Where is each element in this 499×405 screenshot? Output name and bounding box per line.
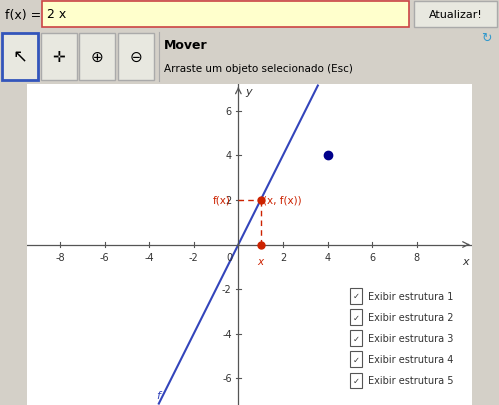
Bar <box>350 330 362 346</box>
Text: 4: 4 <box>324 253 330 263</box>
Text: ✓: ✓ <box>352 334 359 343</box>
Text: -2: -2 <box>222 284 232 294</box>
Text: 2: 2 <box>226 196 232 205</box>
FancyBboxPatch shape <box>118 34 154 81</box>
Text: 4: 4 <box>226 151 232 161</box>
Text: -8: -8 <box>55 253 65 263</box>
Text: ✓: ✓ <box>352 376 359 385</box>
Text: Exibir estrutura 1: Exibir estrutura 1 <box>368 291 453 301</box>
Text: 2: 2 <box>280 253 286 263</box>
Bar <box>350 352 362 367</box>
Text: -2: -2 <box>189 253 199 263</box>
Text: ⊖: ⊖ <box>129 50 142 65</box>
Text: f(x): f(x) <box>213 196 231 205</box>
Text: ↖: ↖ <box>13 48 28 66</box>
Text: f(x) =: f(x) = <box>5 9 45 21</box>
Text: -6: -6 <box>222 373 232 383</box>
Text: f: f <box>156 390 160 400</box>
FancyBboxPatch shape <box>42 2 409 28</box>
Text: ✓: ✓ <box>352 292 359 301</box>
Text: ✓: ✓ <box>352 313 359 322</box>
Text: x: x <box>463 256 469 266</box>
Text: ✛: ✛ <box>52 50 65 65</box>
FancyBboxPatch shape <box>41 34 77 81</box>
Text: 8: 8 <box>414 253 420 263</box>
Text: Exibir estrutura 4: Exibir estrutura 4 <box>368 354 453 364</box>
Text: -4: -4 <box>144 253 154 263</box>
FancyBboxPatch shape <box>79 34 115 81</box>
Text: Atualizar!: Atualizar! <box>429 10 483 20</box>
Text: ⊕: ⊕ <box>91 50 104 65</box>
Text: Exibir estrutura 5: Exibir estrutura 5 <box>368 375 453 386</box>
FancyBboxPatch shape <box>414 2 497 28</box>
FancyBboxPatch shape <box>2 34 38 81</box>
Text: ✓: ✓ <box>352 355 359 364</box>
Bar <box>350 373 362 388</box>
Text: 6: 6 <box>369 253 375 263</box>
Text: Arraste um objeto selecionado (Esc): Arraste um objeto selecionado (Esc) <box>164 63 353 73</box>
Text: Mover: Mover <box>164 39 207 52</box>
Text: 6: 6 <box>226 107 232 117</box>
Bar <box>350 309 362 325</box>
Text: ↻: ↻ <box>481 32 492 45</box>
Text: Exibir estrutura 3: Exibir estrutura 3 <box>368 333 453 343</box>
Text: -4: -4 <box>222 329 232 339</box>
Text: Exibir estrutura 2: Exibir estrutura 2 <box>368 312 453 322</box>
Text: 2 x: 2 x <box>47 9 67 21</box>
Text: x: x <box>257 256 263 266</box>
Text: (x, f(x)): (x, f(x)) <box>263 196 302 205</box>
Text: 0: 0 <box>227 253 233 263</box>
Bar <box>350 288 362 304</box>
Text: -6: -6 <box>100 253 109 263</box>
Text: y: y <box>245 87 251 97</box>
